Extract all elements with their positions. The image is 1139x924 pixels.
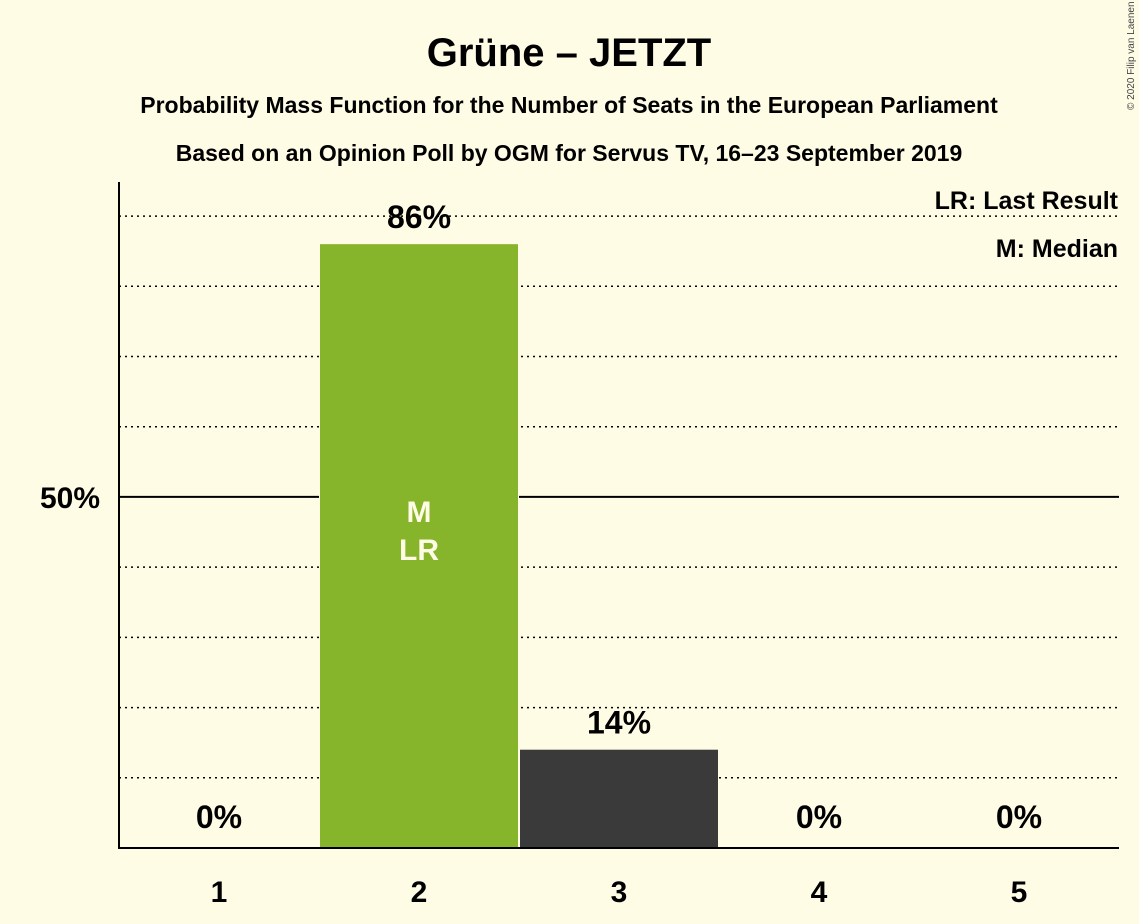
- value-labels: 0% 86% M LR 14% 0% 0%: [196, 199, 1042, 835]
- value-label-2: 86%: [387, 199, 451, 235]
- x-tick-2: 2: [411, 876, 428, 909]
- x-tick-labels: 1 2 3 4 5: [211, 876, 1028, 909]
- value-label-5: 0%: [996, 799, 1042, 835]
- y-tick-label-50: 50%: [40, 482, 100, 515]
- x-tick-1: 1: [211, 876, 228, 909]
- chart-subtitle: Probability Mass Function for the Number…: [140, 92, 998, 118]
- chart-subtitle-2: Based on an Opinion Poll by OGM for Serv…: [176, 140, 963, 166]
- x-tick-4: 4: [811, 876, 828, 909]
- bar-marker-lr: LR: [399, 534, 439, 567]
- gridlines: [119, 215, 1119, 779]
- legend-last-result: LR: Last Result: [935, 187, 1119, 215]
- value-label-4: 0%: [796, 799, 842, 835]
- bar-seats-3: [520, 749, 718, 848]
- x-tick-3: 3: [611, 876, 628, 909]
- legend-median: M: Median: [996, 235, 1118, 263]
- bar-marker-m: M: [407, 496, 432, 529]
- x-tick-5: 5: [1011, 876, 1028, 909]
- bar-seats-2: [320, 244, 518, 848]
- value-label-1: 0%: [196, 799, 242, 835]
- copyright: © 2020 Filip van Laenen: [1126, 1, 1137, 110]
- value-label-3: 14%: [587, 705, 651, 741]
- bars: [319, 242, 719, 848]
- chart-title: Grüne – JETZT: [427, 31, 712, 75]
